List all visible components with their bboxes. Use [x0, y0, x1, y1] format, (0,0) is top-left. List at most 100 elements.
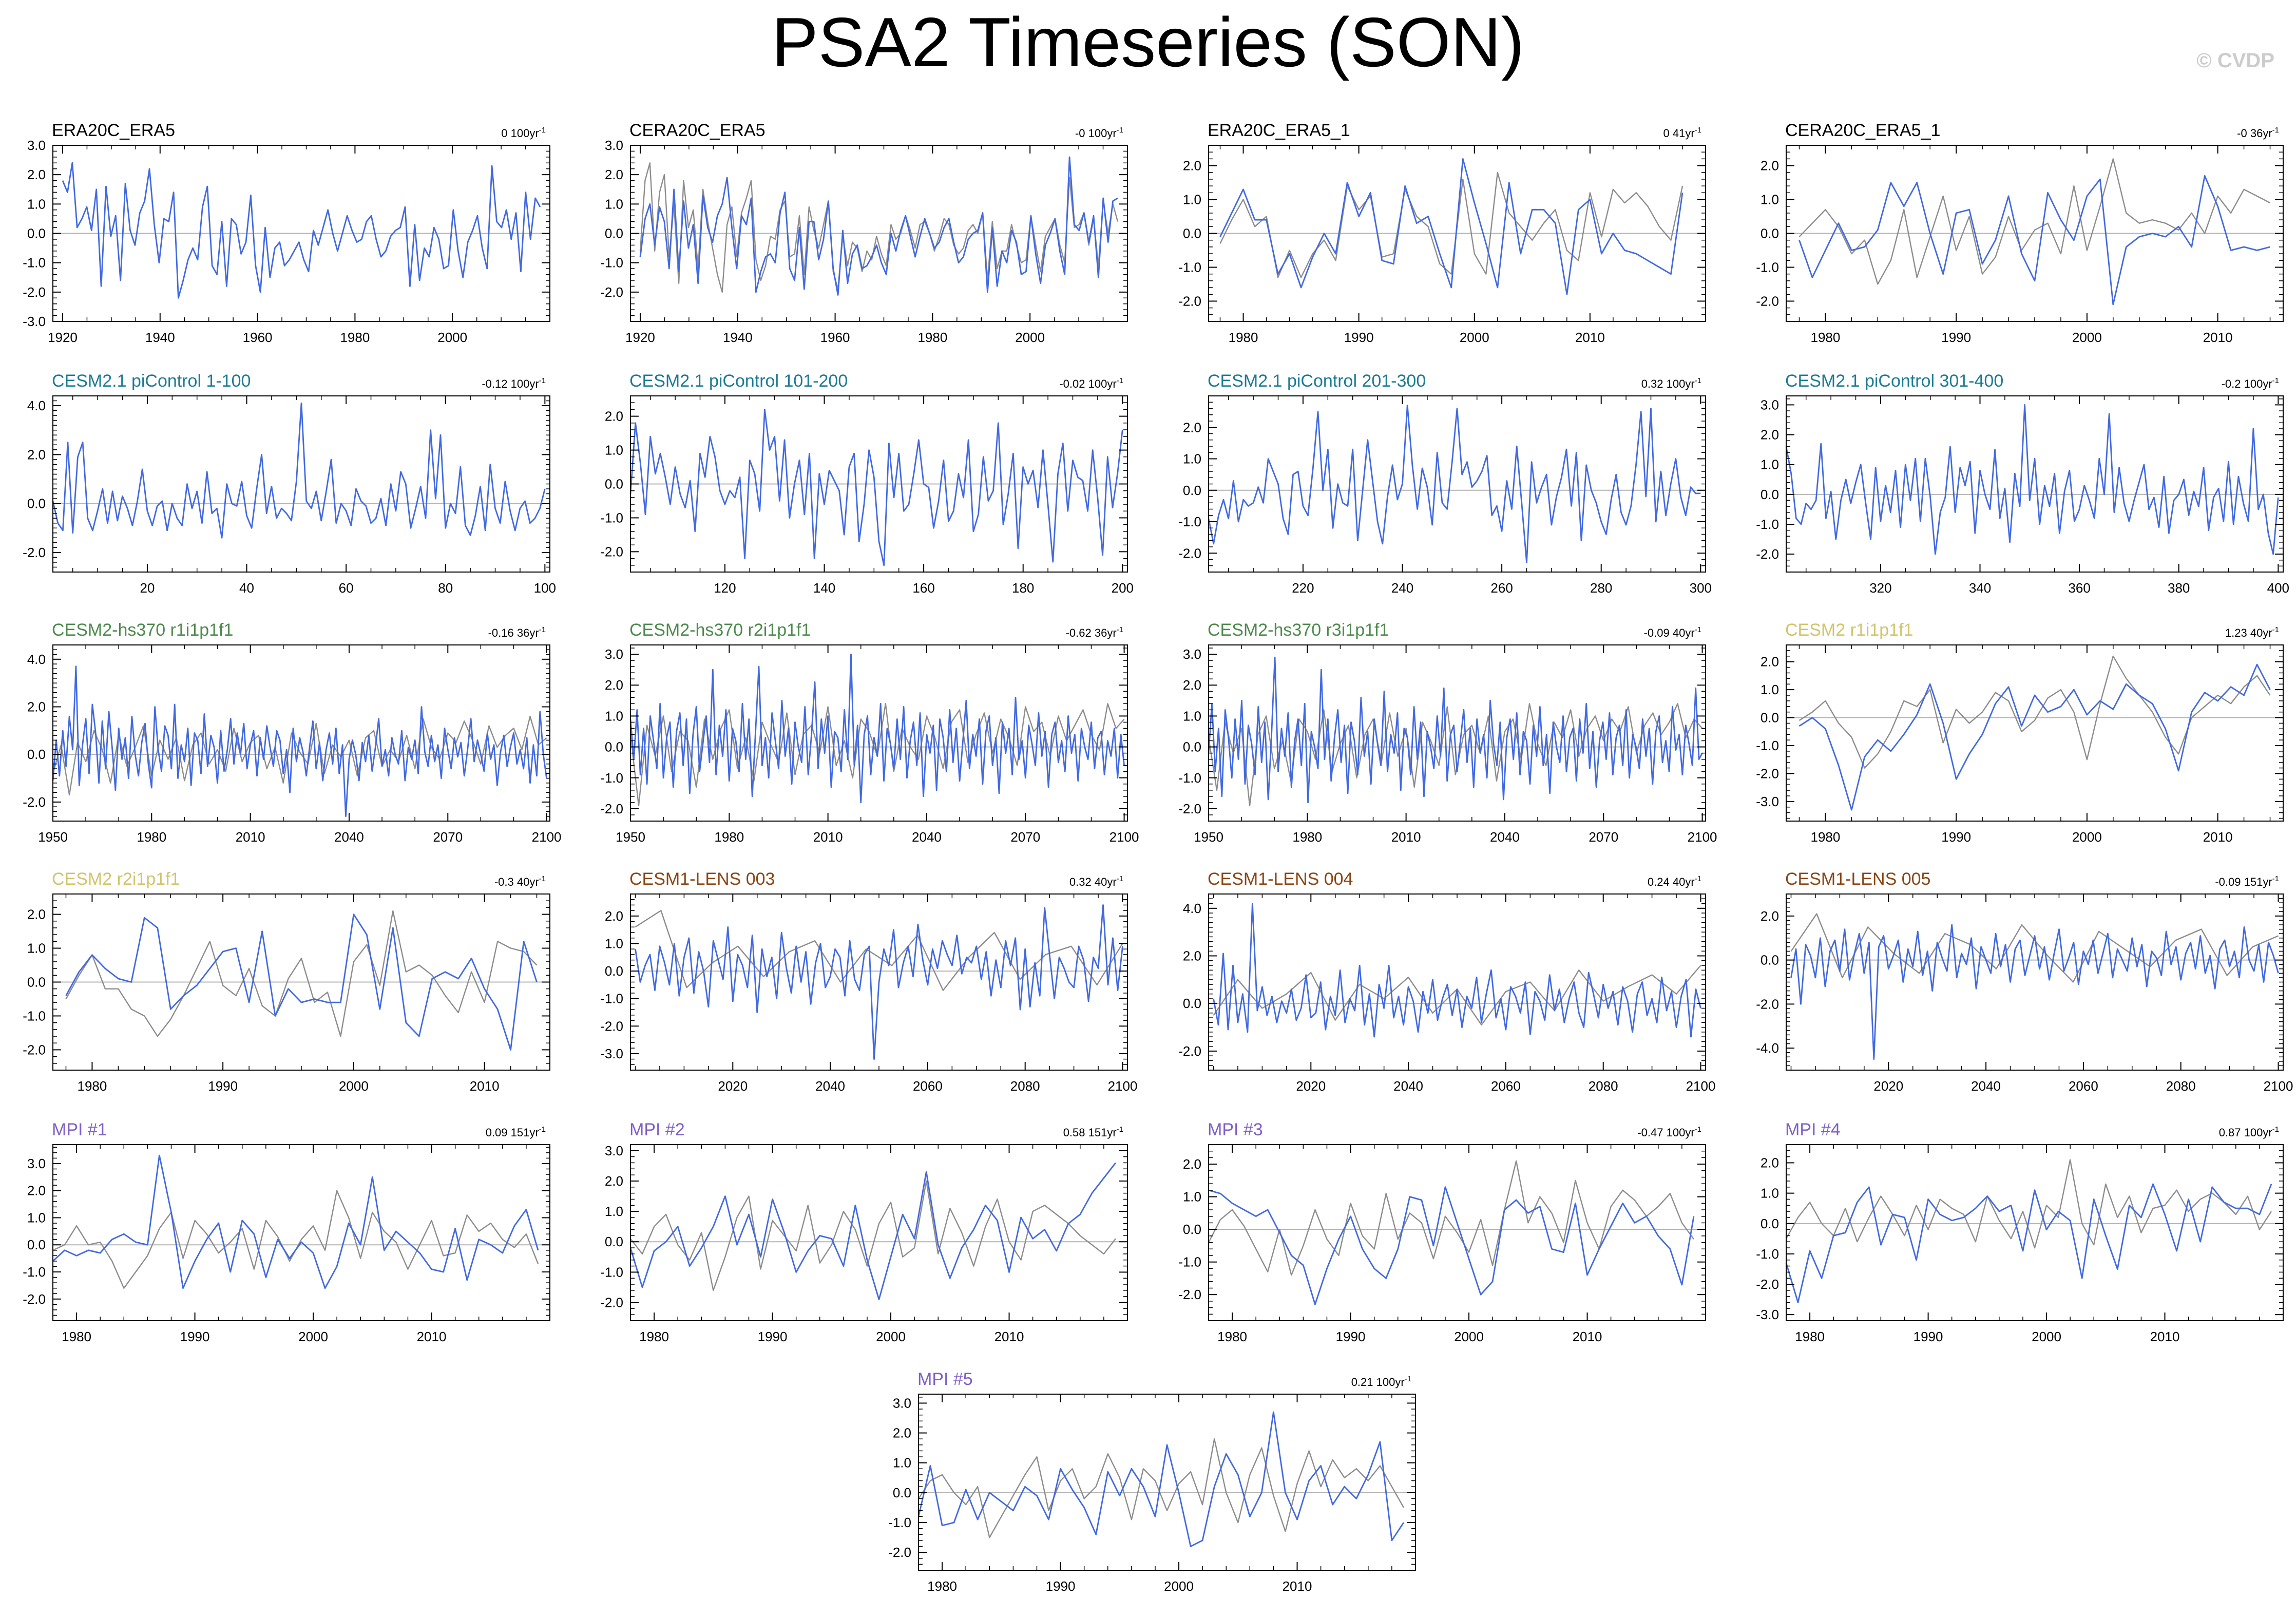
reference-series-line: [917, 1438, 1405, 1538]
y-tick-label: 0.0: [605, 963, 623, 979]
panel-frame: [1786, 1144, 2284, 1321]
x-tick-label: 2000: [876, 1329, 906, 1344]
y-tick-label: 2.0: [1183, 1156, 1201, 1172]
primary-series-line: [629, 1162, 1117, 1301]
x-tick-label: 2000: [1460, 330, 1489, 345]
x-tick-label: 2060: [1491, 1078, 1521, 1094]
x-tick-label: 2100: [2264, 1078, 2293, 1094]
panel-title: ERA20C_ERA5: [52, 121, 175, 140]
y-tick-label: 2.0: [1183, 948, 1201, 964]
panel-title: MPI #3: [1208, 1120, 1263, 1139]
y-tick-label: 0.0: [1761, 953, 1779, 968]
y-tick-label: 1.0: [893, 1455, 911, 1471]
y-tick-label: 0.0: [1183, 739, 1201, 755]
y-tick-label: -1.0: [888, 1515, 911, 1530]
y-tick-label: 2.0: [27, 907, 46, 922]
reference-series-line: [1213, 965, 1701, 1026]
x-tick-label: 320: [1869, 580, 1891, 596]
y-tick-label: 3.0: [27, 1156, 46, 1171]
x-tick-label: 2020: [1296, 1078, 1326, 1094]
y-tick-label: 1.0: [1183, 192, 1201, 207]
y-tick-label: -1.0: [1756, 738, 1779, 753]
x-tick-label: 2070: [433, 829, 463, 845]
panel-title: CESM2.1 piControl 201-300: [1208, 371, 1426, 391]
primary-series-line: [917, 1411, 1405, 1547]
x-tick-label: 340: [1969, 580, 1991, 596]
x-tick-label: 2010: [2203, 330, 2233, 345]
x-tick-label: 100: [534, 580, 556, 596]
chart-panel: CESM2 r1i1p1f1 1.23 40yr-1 -3.0 -2.0 -1.0 0.0…: [1756, 620, 2284, 845]
y-tick-label: 2.0: [605, 167, 623, 182]
x-tick-label: 2010: [1575, 330, 1605, 345]
y-tick-label: -3.0: [1756, 794, 1779, 809]
y-tick-label: 0.0: [605, 1234, 623, 1249]
x-tick-label: 1980: [1217, 1329, 1247, 1344]
y-tick-label: 0.0: [893, 1485, 911, 1500]
panel-frame: [630, 644, 1128, 822]
x-tick-label: 2000: [1164, 1578, 1194, 1594]
x-tick-label: 2040: [334, 829, 364, 845]
trend-label: -0 36yr-1: [2237, 126, 2279, 140]
y-tick-label: 0.0: [1761, 1216, 1779, 1231]
x-tick-label: 1990: [758, 1329, 788, 1344]
y-tick-label: 0.0: [27, 226, 46, 241]
y-tick-label: 4.0: [1183, 901, 1201, 916]
primary-series-line: [52, 1154, 539, 1289]
y-tick-label: -1.0: [1178, 770, 1201, 786]
chart-panel: CESM2-hs370 r3i1p1f1 -0.09 40yr-1 -2.0 -1.0…: [1178, 620, 1717, 845]
x-tick-label: 20: [140, 580, 155, 596]
trend-label: 0.21 100yr-1: [1351, 1375, 1411, 1388]
x-tick-label: 240: [1391, 580, 1413, 596]
trend-label: -0.47 100yr-1: [1637, 1125, 1701, 1139]
x-tick-label: 1940: [145, 330, 175, 345]
x-tick-label: 300: [1690, 580, 1712, 596]
y-tick-label: 0.0: [27, 1237, 46, 1252]
trend-label: 1.23 40yr-1: [2225, 625, 2279, 639]
x-tick-label: 1990: [208, 1078, 238, 1094]
y-tick-label: 1.0: [1761, 1186, 1779, 1201]
trend-label: 0.58 151yr-1: [1063, 1125, 1123, 1139]
trend-label: -0.12 100yr-1: [482, 376, 546, 390]
x-tick-label: 2100: [1109, 829, 1139, 845]
panel-title: CESM2.1 piControl 101-200: [629, 371, 848, 391]
y-tick-label: 2.0: [27, 699, 46, 715]
y-tick-label: 2.0: [1183, 158, 1201, 174]
x-tick-label: 1980: [340, 330, 370, 345]
y-tick-label: 1.0: [1183, 708, 1201, 724]
panel-title: CESM1-LENS 003: [629, 869, 775, 889]
panel-frame: [1786, 644, 2284, 822]
x-tick-label: 2040: [1393, 1078, 1423, 1094]
y-tick-label: 3.0: [605, 646, 623, 662]
trend-label: -0.2 100yr-1: [2222, 376, 2279, 390]
trend-label: 0.87 100yr-1: [2219, 1125, 2279, 1139]
panel-frame: [1786, 395, 2284, 573]
x-tick-label: 1950: [1194, 829, 1223, 845]
x-tick-label: 2100: [532, 829, 562, 845]
chart-panel: CESM1-LENS 004 0.24 40yr-1 -2.0 0.0 2.0 4.0 20…: [1178, 869, 1715, 1094]
y-tick-label: 0.0: [1761, 226, 1779, 241]
x-tick-label: 1960: [243, 330, 273, 345]
chart-panel: CESM2 r2i1p1f1 -0.3 40yr-1 -2.0 -1.0 0.0 1.0 2…: [23, 869, 550, 1094]
panel-title: CERA20C_ERA5: [629, 121, 766, 140]
y-tick-label: -2.0: [1178, 1043, 1201, 1059]
y-tick-label: 0.0: [1183, 483, 1201, 498]
x-tick-label: 2020: [1873, 1078, 1903, 1094]
y-tick-label: -2.0: [1178, 293, 1201, 309]
panel-frame: [1786, 893, 2284, 1071]
x-tick-label: 1950: [616, 829, 645, 845]
x-tick-label: 1990: [1914, 1329, 1943, 1344]
x-tick-label: 1980: [77, 1078, 107, 1094]
primary-series-line: [1208, 405, 1701, 563]
primary-series-line: [1790, 924, 2279, 1060]
trend-label: -0.09 40yr-1: [1644, 625, 1701, 639]
x-tick-label: 1990: [1344, 330, 1374, 345]
chart-panel: CESM2-hs370 r1i1p1f1 -0.16 36yr-1 -2.0 0.0 2…: [23, 620, 561, 845]
y-tick-label: 2.0: [1761, 158, 1779, 174]
credit-label: © CVDP: [2196, 49, 2274, 72]
x-tick-label: 1980: [1229, 330, 1258, 345]
panel-frame: [918, 1394, 1416, 1571]
y-tick-label: 2.0: [605, 1173, 623, 1189]
panel-title: CESM2 r1i1p1f1: [1785, 620, 1913, 640]
primary-series-line: [1219, 158, 1683, 295]
chart-panel: MPI #1 0.09 151yr-1 -2.0 -1.0 0.0 1.0 2.0 3.0 19…: [23, 1120, 550, 1344]
